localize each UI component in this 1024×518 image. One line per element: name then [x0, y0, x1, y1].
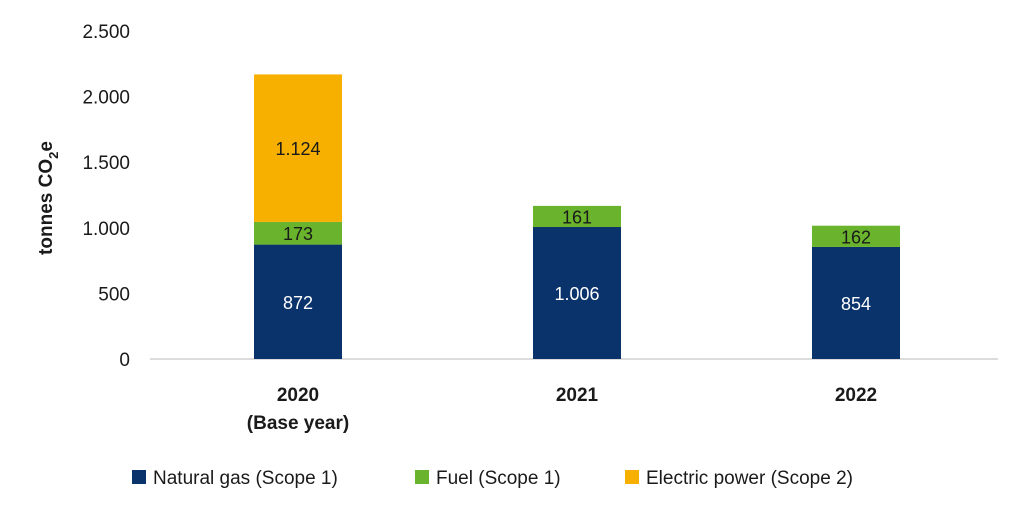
legend-swatch — [132, 470, 146, 484]
data-label: 1.124 — [275, 139, 320, 159]
bar-segment — [533, 205, 621, 228]
y-axis-title-main: tonnes CO — [36, 159, 57, 255]
bar-segment — [254, 74, 342, 222]
bar-segment — [812, 246, 900, 359]
y-axis-title-suffix: e — [36, 141, 57, 152]
y-axis-title: tonnes CO2e — [36, 141, 61, 255]
y-tick-label: 0 — [119, 350, 130, 371]
bar-segment — [254, 221, 342, 245]
y-tick-label: 1.000 — [82, 219, 130, 240]
x-tick-label: 2022 — [835, 385, 877, 406]
data-label: 173 — [283, 224, 313, 244]
y-tick-label: 2.000 — [82, 88, 130, 109]
bar-segment — [812, 225, 900, 247]
x-tick-label: (Base year) — [247, 413, 349, 434]
bars: 872 173 1.124 1.006 161 854 162 — [254, 74, 900, 359]
y-tick-label: 1.500 — [82, 153, 130, 174]
data-label: 872 — [283, 293, 313, 313]
y-tick-labels: 0 500 1.000 1.500 2.000 2.500 — [82, 22, 130, 371]
legend-swatch — [625, 470, 639, 484]
legend-swatch — [415, 470, 429, 484]
bar-segment — [533, 227, 621, 359]
y-tick-label: 2.500 — [82, 22, 130, 43]
svg-text:tonnes CO2e: tonnes CO2e — [36, 141, 61, 255]
legend-label: Natural gas (Scope 1) — [153, 468, 338, 489]
x-tick-label: 2021 — [556, 385, 599, 406]
y-axis-title-subscript: 2 — [46, 152, 61, 159]
x-tick-labels: 2020 (Base year) 2021 2022 — [247, 385, 877, 434]
legend-label: Electric power (Scope 2) — [646, 468, 853, 489]
bar-segment — [254, 244, 342, 359]
data-label: 1.006 — [554, 284, 599, 304]
data-label: 854 — [841, 294, 871, 314]
data-label: 161 — [562, 207, 592, 227]
legend: Natural gas (Scope 1) Fuel (Scope 1) Elect… — [132, 468, 853, 489]
legend-label: Fuel (Scope 1) — [436, 468, 561, 489]
data-label: 162 — [841, 227, 871, 247]
x-tick-label: 2020 — [277, 385, 319, 406]
y-tick-label: 500 — [98, 284, 130, 305]
